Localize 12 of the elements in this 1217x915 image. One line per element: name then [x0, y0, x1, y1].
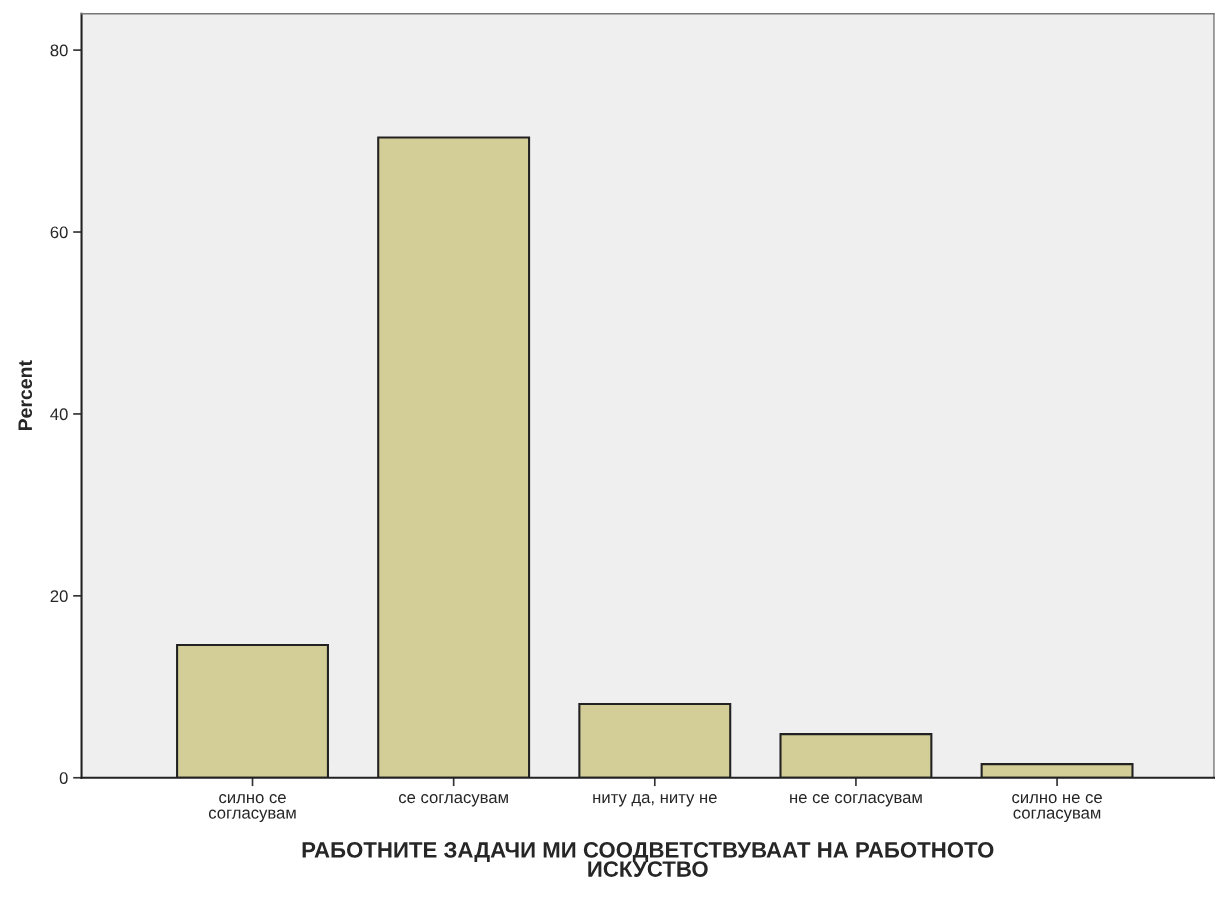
x-axis-title: РАБОТНИТЕ ЗАДАЧИ МИ СООДВЕТСТВУВААТ НА РАБОТНОТО ИСКУСТВО: [302, 842, 994, 877]
x-tick-label: ниту да, ниту не: [593, 794, 717, 807]
x-tick-label: се согласувам: [398, 794, 508, 807]
y-tick-label: 20: [50, 590, 68, 603]
y-tick-label: 60: [50, 226, 68, 239]
y-tick-label: 0: [59, 772, 68, 784]
y-tick-label: 80: [50, 44, 68, 57]
x-tick-label: силно се согласувам: [208, 794, 296, 823]
y-axis-title: Percent: [18, 360, 33, 431]
y-tick-label: 40: [50, 408, 68, 421]
x-tick-label: не се согласувам: [790, 794, 922, 807]
x-tick-label: силно не се согласувам: [1012, 794, 1102, 823]
